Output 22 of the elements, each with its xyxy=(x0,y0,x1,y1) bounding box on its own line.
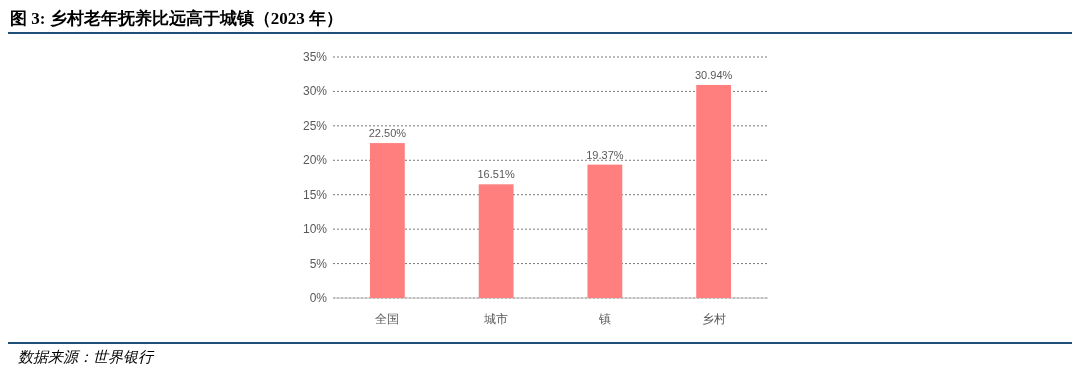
bar xyxy=(696,84,732,298)
data-label: 19.37% xyxy=(586,148,624,161)
y-tick-label: 5% xyxy=(309,256,328,271)
bar xyxy=(587,164,623,298)
x-tick-label: 乡村 xyxy=(701,312,726,326)
data-label: 22.50% xyxy=(368,127,407,140)
y-tick-label: 15% xyxy=(302,187,328,202)
y-tick-label: 25% xyxy=(302,118,328,133)
x-tick-label: 城市 xyxy=(483,312,509,326)
y-tick-label: 30% xyxy=(302,84,328,99)
data-label: 30.94% xyxy=(694,68,733,81)
data-label: 16.51% xyxy=(477,168,515,181)
y-tick-label: 35% xyxy=(302,50,328,64)
y-tick-label: 0% xyxy=(309,291,328,305)
text: 图 3: 乡村老年抚养比远高于城镇（2023 年） xyxy=(10,9,343,28)
bar xyxy=(478,184,514,298)
source-note: 数据来源：世界银行 xyxy=(18,349,155,365)
bar xyxy=(369,143,405,298)
y-tick-label: 20% xyxy=(302,153,328,168)
x-tick-label: 全国 xyxy=(375,312,400,326)
y-tick-label: 10% xyxy=(302,222,328,237)
x-tick-label: 镇 xyxy=(597,312,611,326)
